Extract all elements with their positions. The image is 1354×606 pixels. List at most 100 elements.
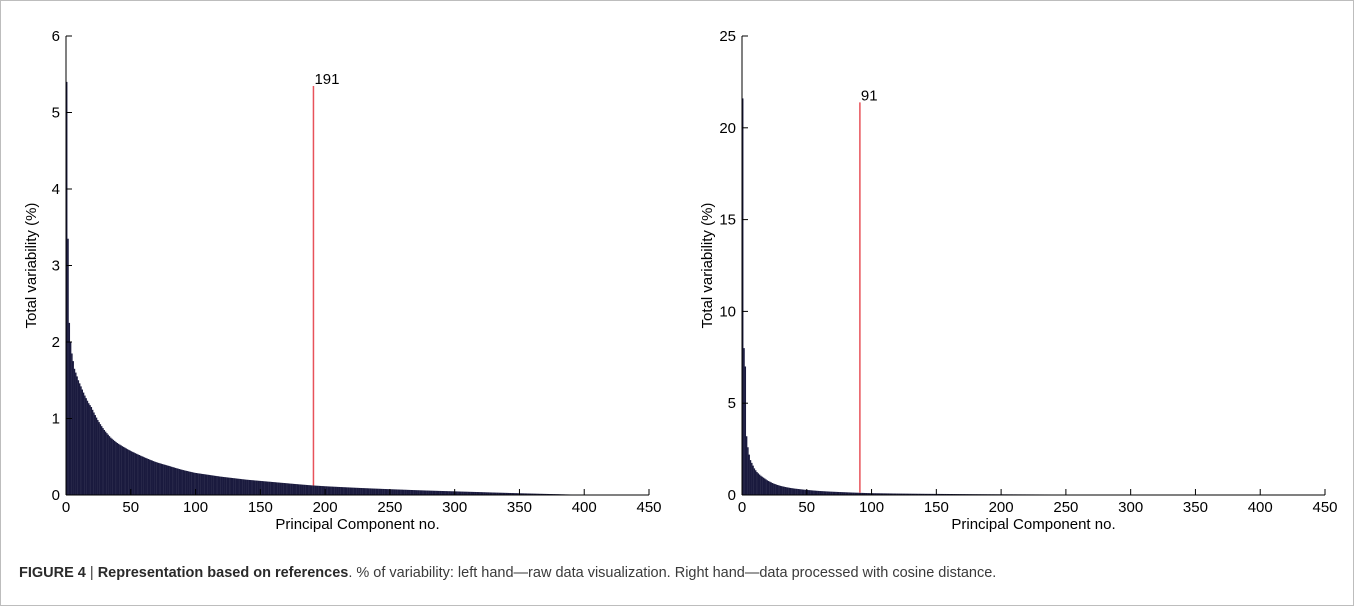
left-bar — [198, 473, 200, 495]
left-bar — [174, 467, 177, 495]
right-y-tick-label: 20 — [719, 120, 736, 137]
right-bar — [774, 484, 776, 495]
right-bar — [770, 482, 772, 495]
right-bar — [910, 493, 912, 495]
left-bar — [398, 489, 401, 495]
left-bar — [204, 474, 207, 495]
left-bar — [265, 481, 267, 495]
left-bar — [217, 476, 220, 495]
left-bar — [449, 491, 451, 495]
left-bar — [143, 457, 146, 495]
left-bar — [266, 481, 269, 495]
left-bar — [66, 81, 68, 496]
right-bar — [761, 476, 763, 495]
left-bar — [375, 488, 378, 495]
left-bar — [81, 389, 83, 495]
left-bar — [259, 480, 261, 495]
right-bar — [878, 493, 880, 495]
right-bar — [802, 489, 805, 495]
left-bar — [180, 469, 182, 495]
left-bar — [205, 474, 208, 495]
right-bar — [870, 493, 872, 495]
left-bar — [502, 492, 505, 495]
left-bar — [505, 492, 507, 495]
left-bar — [269, 481, 271, 495]
left-bar — [148, 459, 151, 495]
left-bar — [395, 489, 397, 495]
left-bar — [533, 493, 536, 495]
left-bar — [348, 487, 350, 495]
right-bar — [922, 493, 924, 495]
left-bar — [386, 489, 388, 495]
left-bar — [213, 475, 216, 495]
left-bar — [231, 478, 234, 495]
left-bar — [273, 482, 275, 495]
left-bar — [154, 461, 156, 495]
left-y-tick-label: 2 — [52, 334, 60, 351]
right-bar — [836, 491, 839, 495]
right-bar — [885, 493, 888, 495]
right-bar — [929, 493, 932, 495]
left-bar — [121, 446, 124, 495]
left-bar — [191, 472, 194, 495]
left-bar — [409, 489, 411, 495]
left-bar — [414, 490, 416, 495]
left-bar — [397, 489, 400, 495]
left-bar — [404, 489, 406, 495]
left-bar — [361, 488, 363, 495]
right-bar — [744, 366, 747, 495]
left-bar — [286, 483, 288, 495]
right-bar — [826, 491, 828, 495]
left-bar — [177, 468, 179, 495]
right-bar — [782, 486, 784, 495]
left-bar — [277, 482, 279, 495]
left-bar — [73, 368, 76, 495]
left-bar — [362, 488, 365, 495]
left-bar — [230, 477, 232, 495]
right-bar — [837, 491, 840, 495]
left-bar — [477, 492, 480, 495]
right-bar — [827, 491, 829, 495]
left-bar — [67, 238, 69, 495]
left-bar — [514, 493, 516, 495]
left-bar — [423, 490, 426, 495]
left-bar — [202, 473, 204, 495]
right-bar — [901, 493, 903, 495]
right-bar — [764, 478, 766, 495]
right-bar — [890, 493, 893, 495]
left-bar — [282, 482, 284, 495]
left-bar — [111, 438, 113, 495]
left-bar — [246, 479, 248, 495]
left-bar — [391, 489, 393, 495]
left-bar — [396, 489, 398, 495]
right-bar — [906, 493, 908, 495]
left-bar — [260, 480, 262, 495]
right-x-tick-label: 100 — [859, 499, 884, 516]
left-bar — [516, 493, 519, 495]
left-bar — [325, 486, 327, 495]
right-bar — [776, 485, 779, 495]
left-bar — [371, 488, 374, 495]
right-bar — [818, 490, 820, 495]
left-bar — [242, 479, 244, 495]
left-bar — [327, 486, 330, 495]
left-bar — [330, 486, 332, 495]
left-bar — [459, 491, 462, 495]
right-x-tick-label: 200 — [989, 499, 1014, 516]
right-bar — [784, 487, 787, 495]
left-y-tick-label: 0 — [52, 487, 60, 504]
left-bar — [123, 446, 125, 495]
left-bar — [405, 489, 407, 495]
left-bar — [494, 492, 497, 495]
right-bar — [745, 436, 748, 495]
right-bar — [846, 492, 849, 495]
right-bar — [805, 489, 807, 495]
left-bar — [317, 485, 319, 495]
right-bar — [780, 486, 783, 495]
left-bar — [370, 488, 372, 495]
right-bar — [830, 491, 832, 495]
left-bar — [465, 491, 467, 495]
left-bar — [436, 490, 438, 495]
left-bar — [490, 492, 493, 495]
left-bar — [319, 485, 322, 495]
